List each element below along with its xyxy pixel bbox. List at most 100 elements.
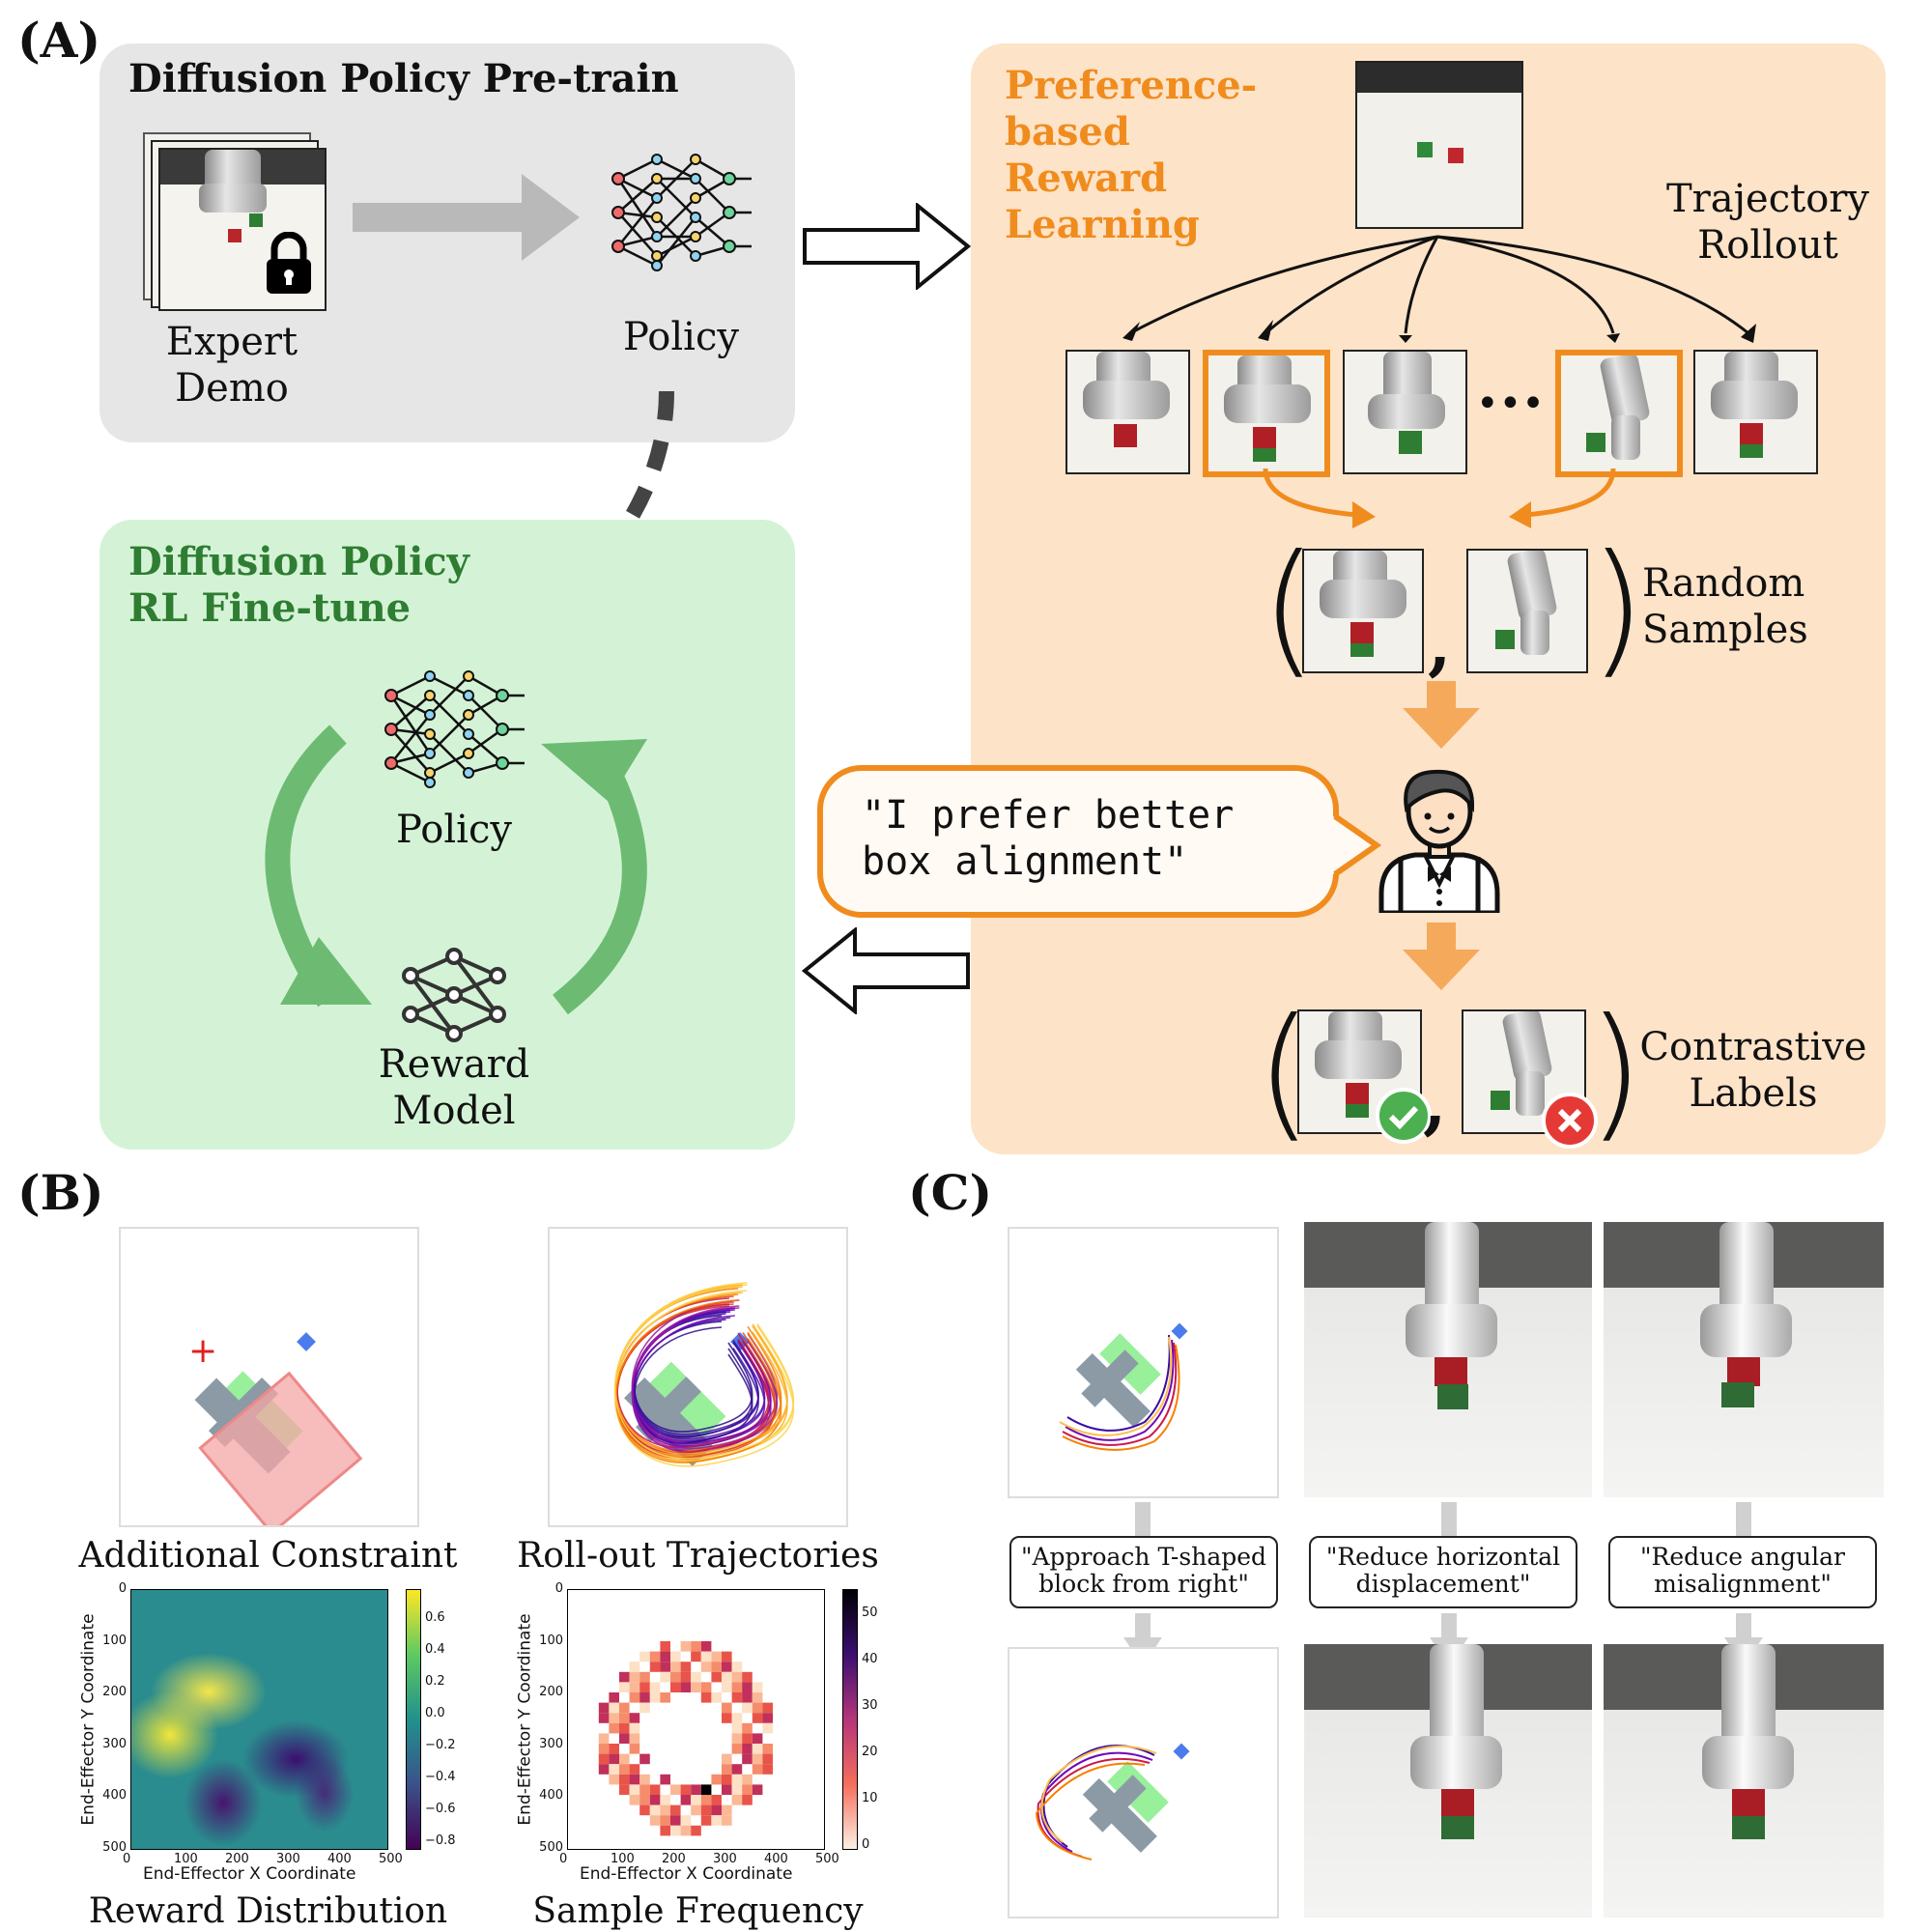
c-photo-before-2 [1304, 1222, 1592, 1497]
random-paren-close: ) [1589, 525, 1646, 693]
random-sample-2 [1466, 549, 1588, 673]
frequency-colorbar [842, 1589, 858, 1850]
c-traj-after [1008, 1647, 1279, 1918]
instruction-2-line-1: "Reduce horizontal [1325, 1543, 1561, 1571]
reward-ytick: 0 [118, 1581, 127, 1596]
freq-xtick: 200 [662, 1852, 686, 1866]
preference-title-2: Reward [1005, 156, 1168, 201]
reward-xtick: 400 [327, 1852, 352, 1866]
c-photo-after-3 [1604, 1644, 1884, 1918]
c-traj-before [1008, 1227, 1279, 1498]
preference-title-0: Preference- [1005, 63, 1258, 108]
instruction-1-line-1: "Approach T-shaped [1020, 1543, 1267, 1571]
rollout-scene [548, 1227, 848, 1527]
freq-ytick: 200 [539, 1685, 563, 1700]
rollout-frame-5 [1693, 350, 1818, 474]
reward-ytick: 500 [102, 1840, 127, 1855]
hollow-arrow-left [802, 927, 970, 1014]
contrastive-paren-close: ) [1587, 988, 1644, 1156]
constraint-scene: + [119, 1227, 419, 1536]
reward-xtick: 100 [174, 1852, 198, 1866]
finetune-box [99, 520, 795, 1150]
random-comma: , [1428, 604, 1452, 684]
reward-heatmap [130, 1589, 388, 1850]
target-cross-icon: + [188, 1331, 217, 1371]
preference-title-1: based [1005, 109, 1130, 155]
contrastive-sample-2 [1462, 1009, 1586, 1134]
speech-line-2: box alignment" [862, 839, 1188, 884]
freq-cbar-tick-3: 20 [862, 1745, 878, 1759]
freq-xtick: 0 [559, 1852, 568, 1866]
speech-tail [1333, 813, 1381, 877]
panel-label-b: (B) [17, 1164, 104, 1221]
rollout-label-2: Rollout [1697, 223, 1838, 268]
cross-icon [1542, 1093, 1598, 1149]
rollout-frame-3 [1343, 350, 1467, 474]
cycle-arrows [265, 724, 647, 1015]
reward-cbar-tick-7: −0.8 [425, 1833, 456, 1848]
freq-ytick: 500 [539, 1840, 563, 1855]
freq-xlabel: End-Effector X Coordinate [580, 1864, 793, 1884]
freq-caption: Sample Frequency [532, 1891, 864, 1931]
reward-xtick: 300 [276, 1852, 300, 1866]
c-photo-after-2 [1304, 1644, 1592, 1918]
reward-cbar-tick-2: 0.2 [425, 1674, 445, 1689]
freq-xtick: 500 [815, 1852, 839, 1866]
reward-cbar-tick-6: −0.6 [425, 1802, 456, 1816]
reward-label-2: Model [392, 1089, 516, 1133]
scene-thumbnail [1355, 61, 1523, 229]
panel-label-c: (C) [908, 1164, 993, 1221]
finetune-policy-label: Policy [396, 808, 512, 852]
demo-label-1: Expert [165, 320, 298, 364]
freq-ylabel: End-Effector Y Coordinate [515, 1613, 535, 1826]
contrastive-label-1: Contrastive [1639, 1025, 1867, 1069]
frequency-heatmap [567, 1589, 825, 1850]
freq-xtick: 300 [713, 1852, 737, 1866]
random-label-2: Samples [1642, 608, 1808, 652]
reward-colorbar [406, 1589, 421, 1850]
panel-label-a: (A) [17, 12, 101, 69]
instruction-3-line-1: "Reduce angular [1640, 1543, 1845, 1571]
freq-cbar-tick-2: 30 [862, 1698, 878, 1713]
reward-xtick: 0 [123, 1852, 131, 1866]
freq-cbar-tick-4: 10 [862, 1791, 878, 1805]
reward-ytick: 100 [102, 1633, 127, 1648]
rollout-ellipsis: ••• [1476, 382, 1545, 426]
instruction-1-line-2: block from right" [1038, 1570, 1249, 1598]
down-arrow-2 [1403, 923, 1480, 990]
reward-cbar-tick-5: −0.4 [425, 1770, 456, 1784]
constraint-caption: Additional Constraint [78, 1536, 458, 1576]
reward-xtick: 500 [379, 1852, 403, 1866]
pretrain-arrow [353, 174, 580, 261]
reward-cbar-tick-3: 0.0 [425, 1706, 445, 1720]
c-photo-before-3 [1604, 1222, 1884, 1497]
random-label-1: Random [1642, 561, 1805, 606]
reward-ylabel: End-Effector Y Coordinate [78, 1613, 99, 1826]
instruction-3: "Reduce angular misalignment" [1608, 1536, 1877, 1608]
reward-xtick: 200 [225, 1852, 249, 1866]
preference-title-3: Learning [1005, 202, 1200, 247]
instruction-2: "Reduce horizontal displacement" [1309, 1536, 1577, 1608]
freq-ytick: 400 [539, 1788, 563, 1804]
hollow-arrow-right [803, 203, 971, 290]
lock-icon [267, 232, 311, 294]
rollout-branch-arrows [1122, 235, 1756, 343]
freq-cbar-tick-0: 50 [862, 1605, 878, 1620]
speech-line-1: "I prefer better [862, 793, 1235, 838]
down-arrow-1 [1403, 681, 1480, 749]
check-icon [1376, 1088, 1432, 1144]
person-icon [1378, 769, 1500, 913]
neural-net-icon [611, 154, 752, 271]
pretrain-policy-label: Policy [623, 315, 739, 359]
contrastive-label-2: Labels [1689, 1071, 1818, 1116]
speech-bubble: "I prefer better box alignment" [817, 765, 1339, 918]
reward-label-1: Reward [378, 1042, 530, 1087]
reward-cbar-tick-1: 0.4 [425, 1642, 445, 1657]
freq-ytick: 300 [539, 1736, 563, 1751]
demo-label-2: Demo [175, 366, 289, 411]
rollout-label-1: Trajectory [1666, 177, 1869, 221]
reward-xlabel: End-Effector X Coordinate [143, 1864, 356, 1884]
rollout-frame-1 [1065, 350, 1190, 474]
freq-cbar-tick-1: 40 [862, 1652, 878, 1666]
contrastive-comma: , [1423, 1063, 1447, 1143]
